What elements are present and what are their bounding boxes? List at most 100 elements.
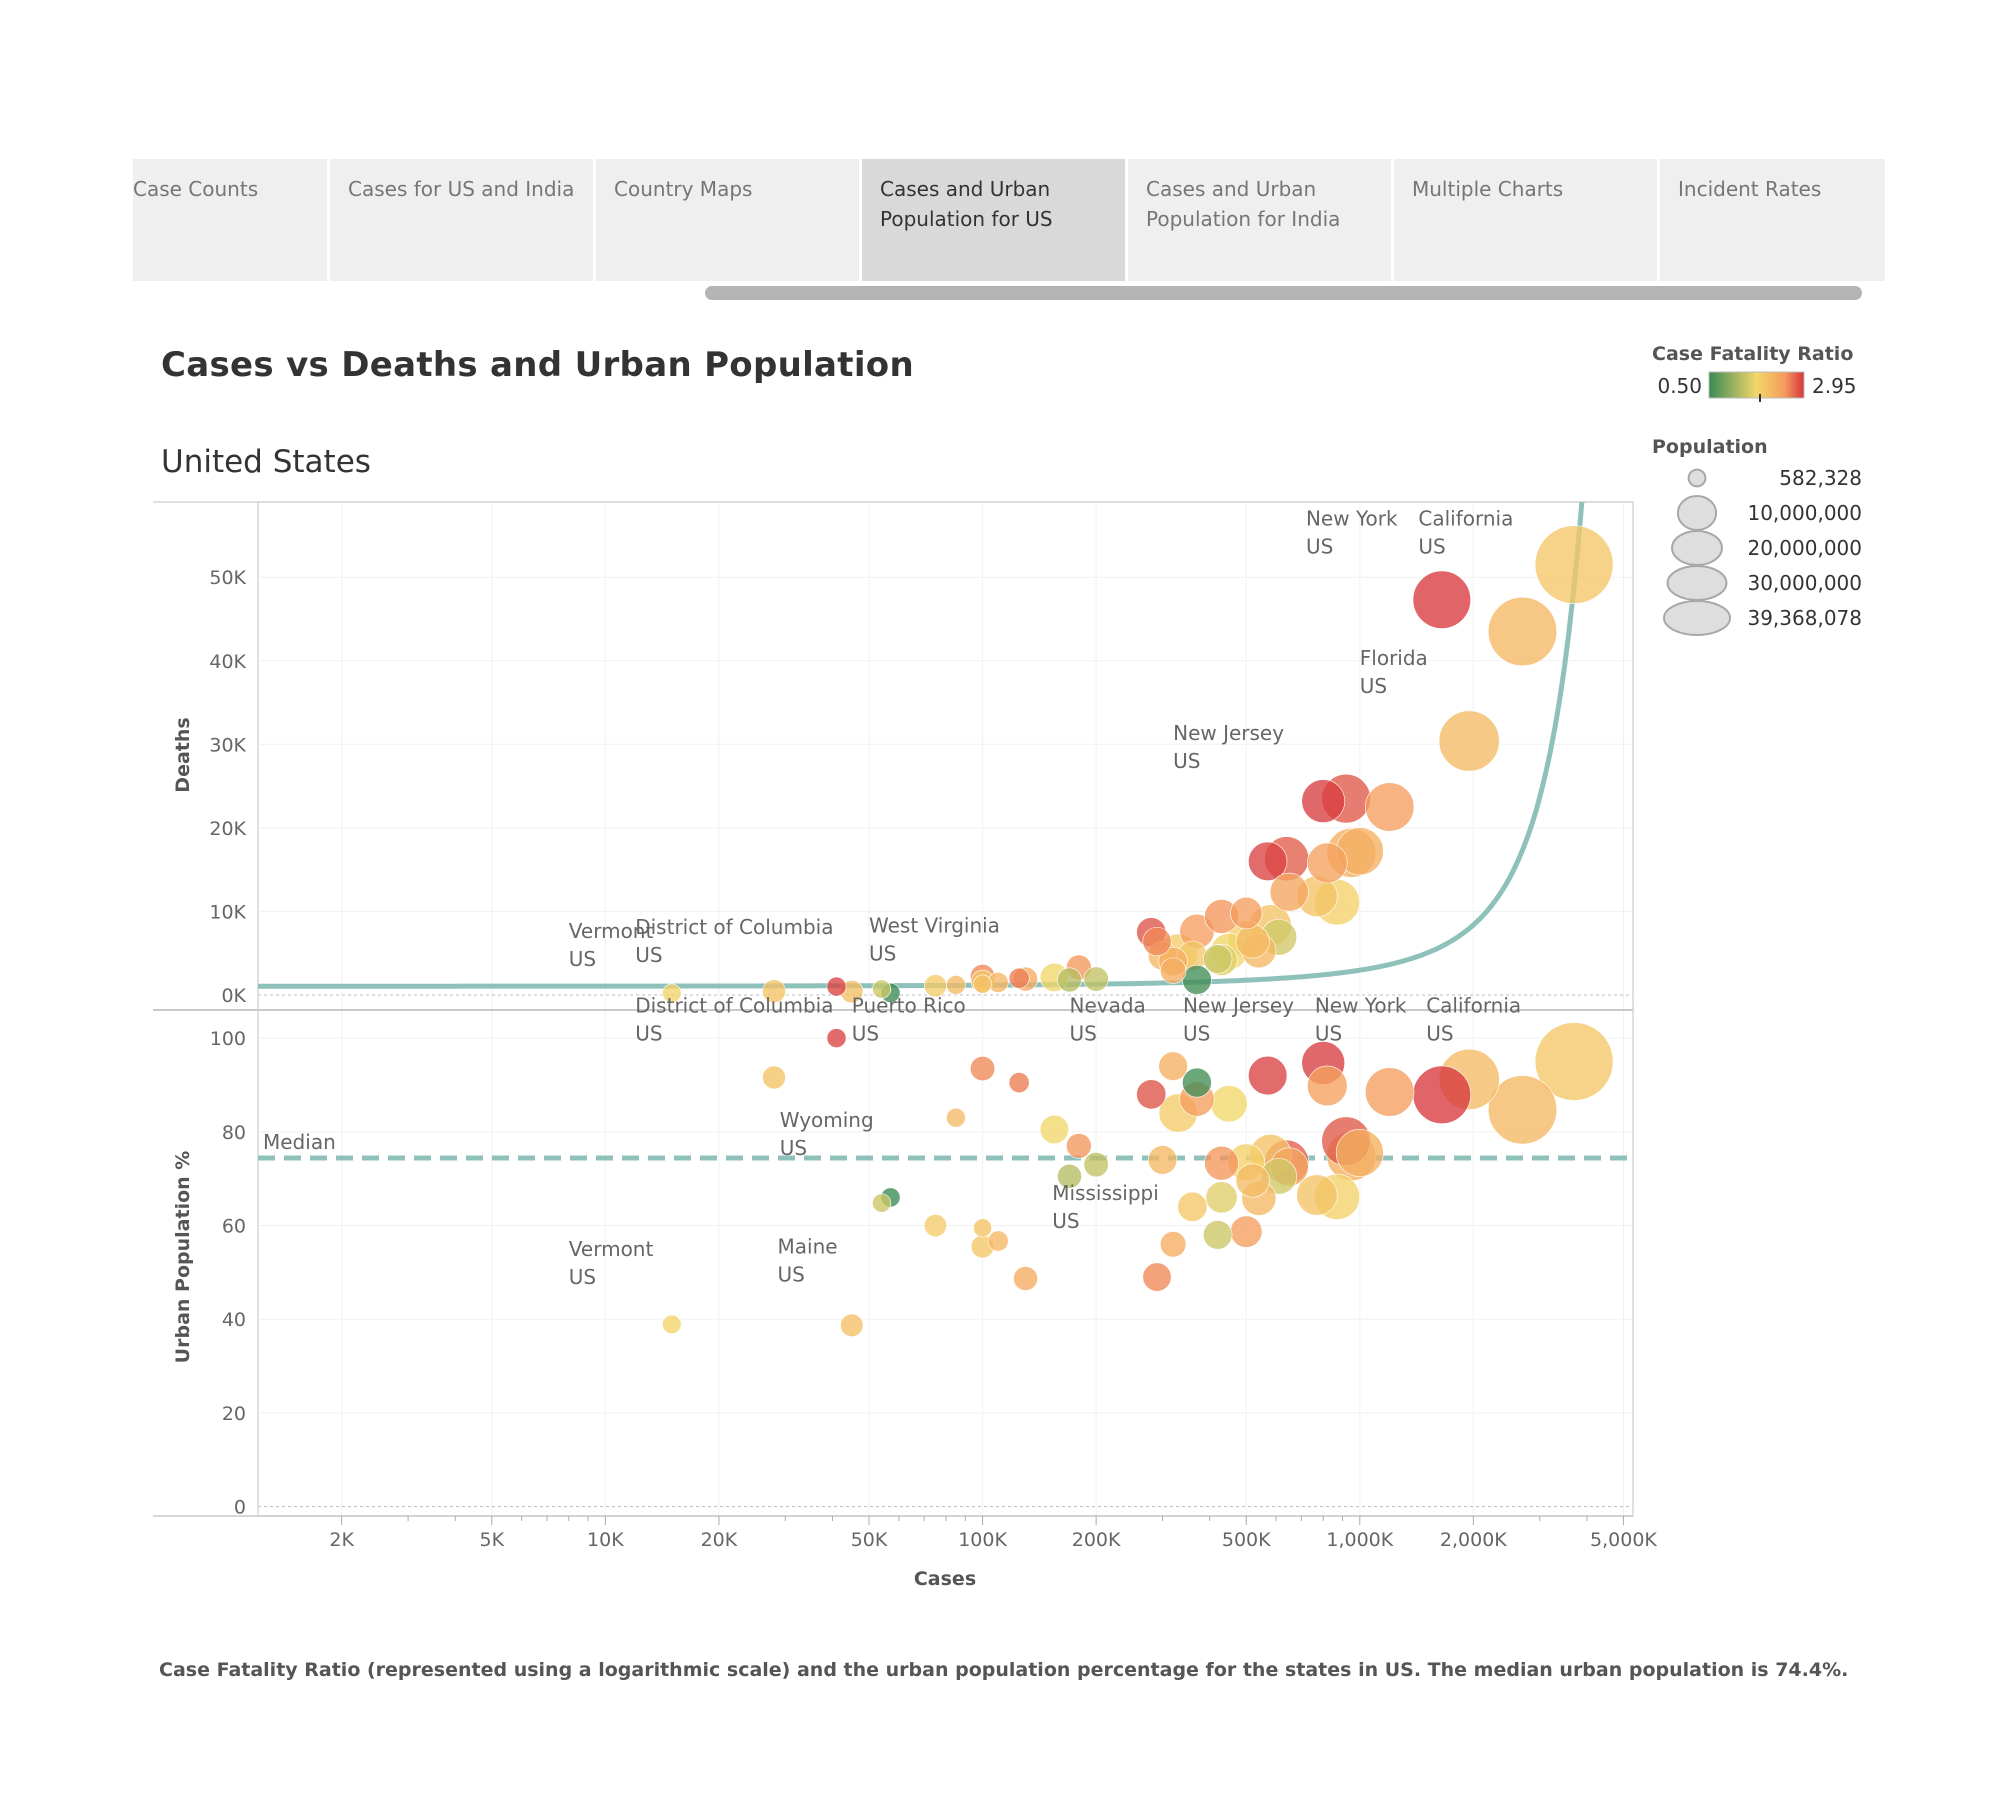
legend-size-circle — [1676, 495, 1718, 531]
legend-size-label: 10,000,000 — [1747, 501, 1862, 525]
point-urban — [1534, 1022, 1614, 1101]
legend-size-circle — [1663, 600, 1731, 636]
point-deaths — [1248, 841, 1288, 881]
trend-line — [258, 502, 1585, 989]
annotation-sublabel: US — [1306, 534, 1333, 558]
annotation-label: California — [1426, 993, 1521, 1017]
point-urban — [1158, 1051, 1188, 1081]
annotation-label: Vermont — [569, 1237, 654, 1261]
legend-size-circle — [1666, 565, 1728, 601]
point-urban — [1202, 1220, 1233, 1250]
point-deaths — [1365, 782, 1415, 832]
x-tick-label: 10K — [587, 1529, 624, 1551]
point-urban — [1248, 1055, 1288, 1096]
annotation-sublabel: US — [1360, 674, 1387, 698]
x-tick-label: 2K — [329, 1529, 354, 1551]
point-deaths — [973, 974, 992, 994]
tab-scrollbar[interactable] — [705, 286, 1862, 300]
point-urban — [1008, 1072, 1030, 1094]
annotation-label: New York — [1306, 506, 1398, 530]
point-deaths — [1307, 842, 1348, 884]
point-deaths — [1534, 525, 1614, 604]
tab-cases-urban-india[interactable]: Cases and Urban Population for India — [1128, 159, 1391, 281]
y-tick-label-deaths: 30K — [209, 734, 246, 756]
annotation-label: District of Columbia — [635, 915, 833, 939]
point-deaths — [1159, 957, 1187, 984]
point-urban — [826, 1028, 847, 1048]
point-urban — [1142, 1262, 1172, 1292]
point-deaths — [1202, 944, 1233, 974]
point-deaths — [1412, 570, 1471, 629]
x-tick-label: 5,000K — [1590, 1529, 1657, 1551]
legend-size-circle — [1671, 530, 1723, 566]
legend-color-min: 0.50 — [1657, 374, 1702, 398]
point-deaths — [1182, 965, 1212, 995]
y-tick-label-urban: 20 — [222, 1403, 246, 1425]
point-deaths — [1057, 967, 1082, 993]
legend-size-label: 30,000,000 — [1747, 571, 1862, 595]
point-urban — [1013, 1266, 1038, 1291]
annotation-label: Puerto Rico — [852, 993, 966, 1017]
tab-case-counts[interactable]: Case Counts — [133, 159, 327, 281]
annotation-sublabel: US — [635, 943, 662, 967]
annotation-label: District of Columbia — [635, 993, 833, 1017]
point-urban — [762, 1065, 786, 1090]
legend-size-circle — [1687, 468, 1707, 488]
annotation-sublabel: US — [1173, 749, 1200, 773]
point-urban — [1159, 1231, 1187, 1258]
x-tick-label: 200K — [1072, 1529, 1121, 1551]
tab-incident-rates[interactable]: Incident Rates — [1660, 159, 1885, 281]
y-tick-label-deaths: 40K — [209, 651, 246, 673]
point-urban — [840, 1313, 864, 1337]
point-deaths — [1487, 596, 1558, 667]
annotation-label: New York — [1315, 993, 1407, 1017]
annotation-sublabel: US — [1052, 1209, 1079, 1233]
legend-size-items: 582,328 10,000,000 20,000,000 30,000,000 39,… — [1663, 466, 1862, 636]
point-urban — [946, 1107, 966, 1128]
x-minor-ticks — [341, 1516, 1624, 1525]
point-urban — [1487, 1075, 1558, 1145]
point-urban — [973, 1218, 992, 1238]
point-deaths — [946, 975, 966, 995]
median-layer: Median — [258, 1130, 1633, 1161]
annotation-label: New Jersey — [1173, 721, 1284, 745]
point-urban — [1412, 1065, 1471, 1124]
y-tick-label-deaths: 10K — [209, 901, 246, 923]
point-deaths — [1235, 924, 1270, 959]
tab-cases-urban-us[interactable]: Cases and Urban Population for US — [862, 159, 1125, 281]
annotation-label: Mississippi — [1052, 1181, 1159, 1205]
axes: 2K 5K 10K 20K 50K 100K 200K 500K 1,000K 2,000K 5,0… — [209, 567, 1657, 1551]
median-label: Median — [263, 1130, 336, 1154]
legend-size-label: 20,000,000 — [1747, 536, 1862, 560]
tab-cases-us-india[interactable]: Cases for US and India — [330, 159, 593, 281]
footnote: Case Fatality Ratio (represented using a… — [159, 1659, 1849, 1681]
point-deaths — [872, 979, 892, 999]
point-urban — [1057, 1163, 1082, 1189]
tab-country-maps[interactable]: Country Maps — [596, 159, 859, 281]
point-urban — [1365, 1067, 1415, 1117]
annotation-sublabel: US — [869, 941, 896, 965]
x-tick-label: 20K — [701, 1529, 738, 1551]
annotation-label: West Virginia — [869, 913, 1000, 937]
point-urban — [872, 1193, 892, 1213]
point-urban — [1210, 1085, 1248, 1123]
legend-size-title: Population — [1652, 436, 1768, 458]
point-urban — [1205, 1181, 1238, 1214]
x-tick-label: 5K — [480, 1529, 505, 1551]
annotation-label: New Jersey — [1183, 993, 1294, 1017]
point-urban — [1083, 1152, 1109, 1178]
annotation-sublabel: US — [1426, 1021, 1453, 1045]
x-tick-label: 50K — [851, 1529, 888, 1551]
point-deaths — [1438, 710, 1500, 772]
point-deaths — [1230, 896, 1263, 930]
legend-color-ramp — [1708, 371, 1805, 399]
legend-color-title: Case Fatality Ratio — [1652, 343, 1853, 365]
y-tick-label-deaths: 20K — [209, 818, 246, 840]
y-axis-label-urban: Urban Population % — [172, 1151, 194, 1364]
legend-size-label: 39,368,078 — [1747, 606, 1862, 630]
y-tick-label-deaths: 50K — [209, 567, 246, 589]
point-urban — [1136, 1079, 1167, 1110]
tab-multiple-charts[interactable]: Multiple Charts — [1394, 159, 1657, 281]
annotation-sublabel: US — [1418, 534, 1445, 558]
annotation-sublabel: US — [569, 1265, 596, 1289]
